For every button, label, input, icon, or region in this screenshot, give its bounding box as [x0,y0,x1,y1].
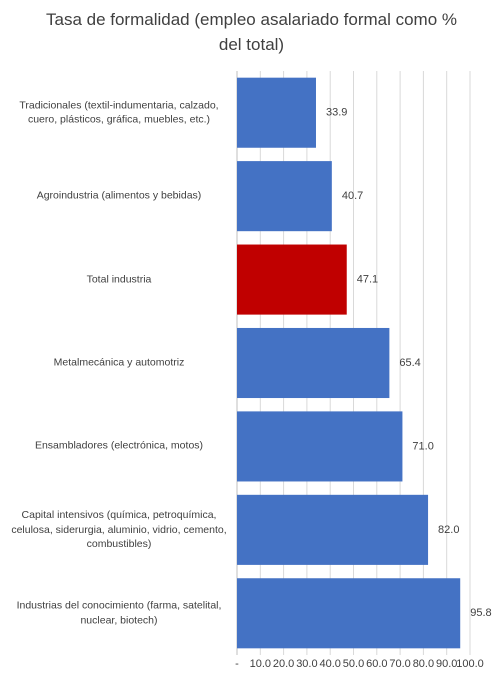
x-tick-label: 70.0 [389,658,410,670]
value-label: 40.7 [342,190,363,202]
x-tick-label: 10.0 [250,658,271,670]
value-label: 82.0 [438,524,459,536]
bar [237,77,316,148]
x-tick-label: 20.0 [273,658,294,670]
y-tick-label: Metalmecánica y automotriz [53,356,185,369]
bar [237,244,347,315]
value-label: 47.1 [357,273,378,285]
y-tick-label: Capital intensivos (química, petroquímic… [11,508,227,551]
bar [237,494,429,565]
y-tick-label: Total industria [86,273,152,286]
bar [237,161,332,232]
bar [237,578,461,649]
x-tick-label: 60.0 [366,658,387,670]
bar [237,411,403,482]
x-tick-label: - [235,658,239,670]
y-tick-label: Tradicionales (textil-indumentaria, calz… [19,99,219,126]
value-label: 71.0 [412,440,433,452]
y-tick-label: Agroindustria (alimentos y bebidas) [36,189,202,202]
x-tick-label: 40.0 [319,658,340,670]
value-label: 95.8 [470,607,491,619]
y-tick-label: Industrias del conocimiento (farma, sate… [16,599,222,627]
chart-title: Tasa de formalidad (empleo asalariado fo… [45,10,458,54]
x-tick-label: 30.0 [296,658,317,670]
x-tick-label: 90.0 [436,658,457,670]
value-label: 65.4 [399,357,420,369]
x-tick-label: 100.0 [456,658,484,670]
x-tick-label: 80.0 [413,658,434,670]
y-tick-label: Ensambladores (electrónica, motos) [34,440,204,453]
x-tick-label: 50.0 [343,658,364,670]
bar [237,327,390,399]
value-label: 33.9 [326,107,347,119]
